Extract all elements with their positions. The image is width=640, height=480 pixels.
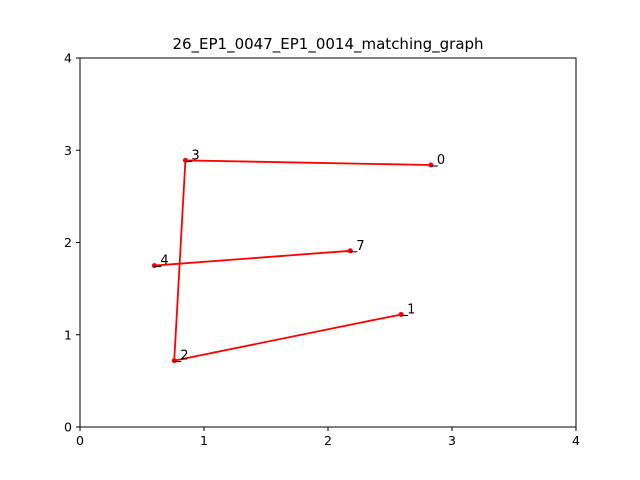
graph-edge [154,249,351,267]
node-label: 4 [160,254,168,269]
graph-edge [173,160,187,361]
graph-edge [185,159,431,166]
x-tick-label: 0 [76,433,84,448]
y-tick-label: 3 [64,143,72,158]
graph-node [398,311,404,317]
y-axis: 0 1 2 3 4 [64,51,80,435]
x-tick-label: 3 [448,433,456,448]
plot-frame [79,57,577,428]
graph-node [428,162,434,168]
graph-node [182,157,188,163]
y-tick-label: 4 [64,51,72,66]
point-layer: 0 1 2 3 4 7 [151,148,445,364]
y-tick-label: 2 [64,235,72,250]
node-label: 2 [180,349,188,364]
graph-edge [174,313,402,362]
node-label: 1 [407,302,415,317]
x-tick-label: 4 [572,433,580,448]
y-tick-label: 0 [64,420,72,435]
graph-node [347,248,353,254]
graph-node [151,263,157,269]
node-label: 3 [191,148,199,163]
x-axis: 0 1 2 3 4 [76,427,580,448]
x-tick-label: 2 [324,433,332,448]
edge-layer [154,159,431,362]
y-tick-label: 1 [64,327,72,342]
x-tick-label: 1 [200,433,208,448]
node-label: 7 [356,239,364,254]
graph-node [171,358,177,364]
chart-title: 26_EP1_0047_EP1_0014_matching_graph [172,35,483,54]
node-label: 0 [437,153,445,168]
